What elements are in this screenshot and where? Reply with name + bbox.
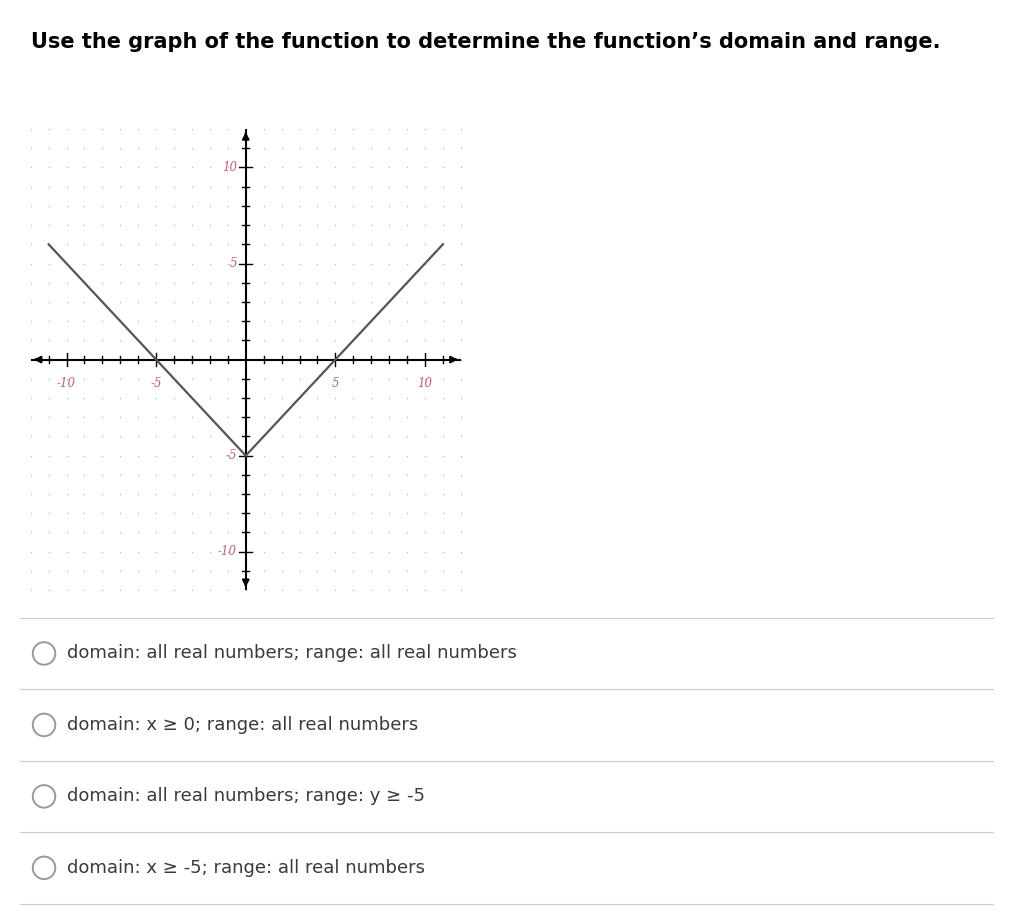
Text: domain: all real numbers; range: all real numbers: domain: all real numbers; range: all rea… [67, 644, 516, 663]
Text: -10: -10 [218, 545, 237, 558]
Text: 10: 10 [222, 161, 237, 174]
Text: 5: 5 [229, 257, 237, 270]
Text: Use the graph of the function to determine the function’s domain and range.: Use the graph of the function to determi… [31, 32, 940, 53]
Text: -5: -5 [225, 449, 237, 462]
Text: domain: x ≥ -5; range: all real numbers: domain: x ≥ -5; range: all real numbers [67, 858, 425, 877]
Text: domain: all real numbers; range: y ≥ -5: domain: all real numbers; range: y ≥ -5 [67, 787, 425, 806]
Text: 5: 5 [332, 377, 339, 390]
Text: domain: x ≥ 0; range: all real numbers: domain: x ≥ 0; range: all real numbers [67, 715, 418, 734]
Text: -5: -5 [151, 377, 162, 390]
Text: 10: 10 [418, 377, 432, 390]
Text: -10: -10 [57, 377, 76, 390]
